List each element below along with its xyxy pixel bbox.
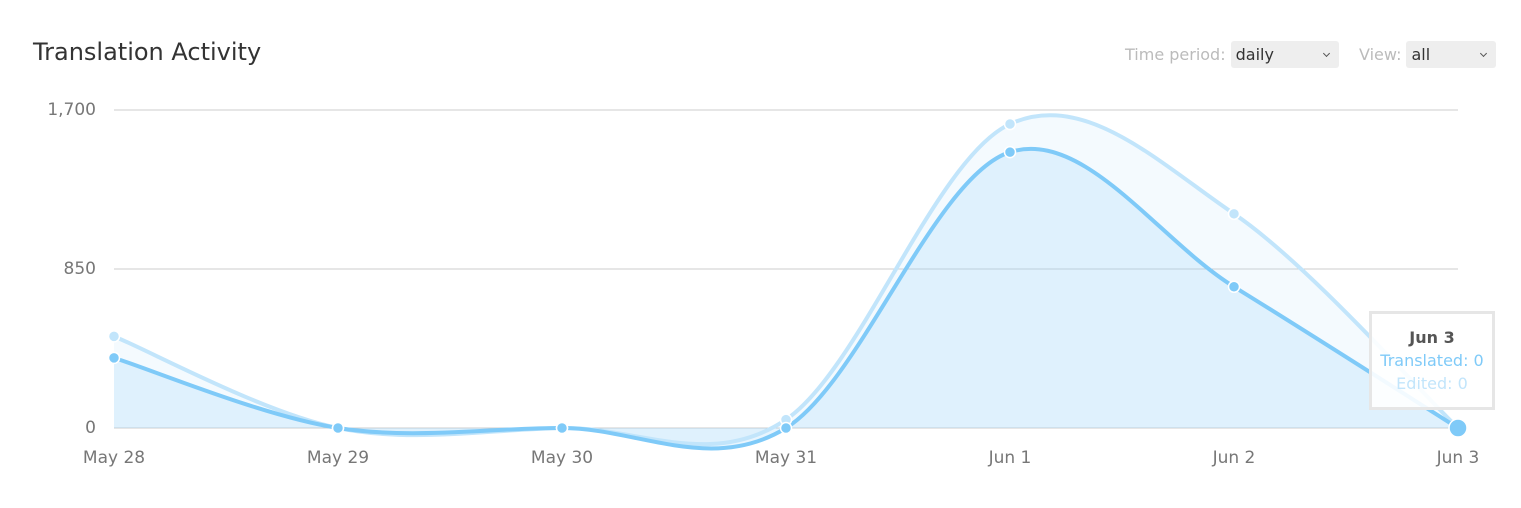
page-title: Translation Activity — [33, 38, 262, 66]
data-point — [779, 421, 793, 435]
area-fill — [114, 115, 1458, 445]
tooltip-line: Translated: 0 — [1380, 351, 1484, 370]
x-tick-label: May 31 — [755, 448, 817, 468]
x-tick-label: Jun 3 — [1436, 448, 1480, 468]
tooltip-line: Edited: 0 — [1396, 374, 1468, 393]
y-tick-label: 1,700 — [47, 100, 96, 120]
control-label: View: — [1359, 45, 1402, 64]
data-point — [1448, 418, 1468, 438]
data-point — [331, 421, 345, 435]
data-point — [107, 351, 121, 365]
data-point — [1003, 117, 1017, 131]
data-point — [1003, 145, 1017, 159]
y-tick-label: 850 — [64, 259, 96, 279]
data-point — [1227, 207, 1241, 221]
view-control: View: all — [1359, 41, 1497, 68]
data-point — [555, 421, 569, 435]
time-period-select[interactable]: daily — [1230, 41, 1339, 68]
data-point — [1227, 280, 1241, 294]
x-tick-label: May 30 — [531, 448, 593, 468]
data-point — [107, 330, 121, 343]
x-tick-label: Jun 1 — [988, 448, 1032, 468]
area-fill — [114, 148, 1458, 449]
x-tick-label: Jun 2 — [1212, 448, 1256, 468]
view-select[interactable]: all — [1406, 41, 1497, 68]
tooltip-title: Jun 3 — [1409, 328, 1455, 347]
tooltip: Jun 3 Translated: 0 Edited: 0 — [1369, 311, 1495, 410]
y-tick-label: 0 — [85, 418, 96, 438]
time-period-control: Time period: daily — [1125, 41, 1339, 68]
x-tick-label: May 28 — [83, 448, 145, 468]
control-label: Time period: — [1125, 45, 1226, 64]
x-tick-label: May 29 — [307, 448, 369, 468]
